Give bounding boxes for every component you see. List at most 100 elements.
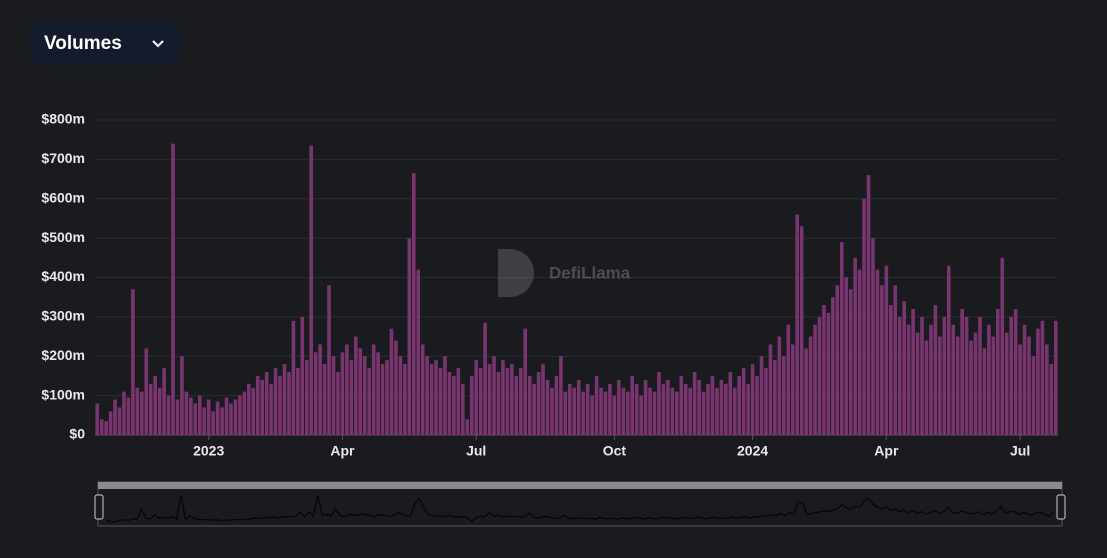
bar — [420, 344, 425, 435]
brush-handle-left[interactable] — [94, 494, 104, 520]
bar — [576, 379, 581, 435]
bar — [764, 368, 768, 435]
bar — [229, 403, 233, 435]
bar — [719, 379, 724, 435]
bar — [675, 391, 679, 435]
bar — [817, 316, 822, 435]
bar — [889, 305, 893, 435]
bar — [884, 265, 889, 435]
bar — [197, 395, 202, 435]
brush-handle-right[interactable] — [1056, 494, 1066, 520]
bar — [603, 391, 608, 435]
metric-selector[interactable]: Volumes — [29, 21, 180, 65]
bar — [773, 360, 777, 435]
bar — [211, 411, 215, 435]
bar — [336, 372, 340, 435]
bar — [273, 368, 278, 435]
y-tick-label: $500m — [41, 229, 85, 245]
bar — [666, 379, 670, 435]
selector-label: Volumes — [44, 33, 122, 54]
bar — [875, 269, 880, 435]
bar — [996, 309, 1000, 435]
bar — [95, 403, 100, 435]
bar — [189, 397, 193, 435]
bar — [572, 387, 577, 435]
plot: $0 $100m $200m $300m $400m $500m $600m $700m $80… — [41, 111, 1058, 523]
bar — [657, 372, 661, 435]
bar — [385, 360, 389, 435]
bar — [625, 391, 630, 435]
bar — [148, 383, 153, 435]
bar — [376, 352, 380, 435]
bar — [804, 348, 808, 435]
bar — [1031, 356, 1036, 435]
bar — [278, 375, 282, 435]
bar — [897, 316, 902, 435]
bar — [345, 344, 349, 435]
bar — [955, 336, 960, 435]
bar — [425, 356, 429, 435]
bar — [621, 387, 626, 435]
bar — [1036, 328, 1040, 435]
bar — [416, 269, 421, 435]
brush-handle-bar[interactable] — [98, 482, 1062, 489]
bar — [750, 364, 755, 435]
bar — [585, 383, 590, 435]
bar — [304, 360, 309, 435]
x-tick-label: Jul — [466, 443, 486, 459]
bar — [242, 391, 247, 435]
bar — [215, 401, 220, 435]
bar — [122, 391, 126, 435]
y-tick-label: $400m — [41, 268, 85, 284]
bar — [269, 383, 273, 435]
bar — [701, 391, 706, 435]
bar — [496, 372, 501, 435]
bar — [670, 387, 675, 435]
bar — [969, 340, 973, 435]
bar — [737, 375, 742, 435]
bar — [411, 173, 416, 435]
bar — [131, 289, 135, 435]
bar — [175, 399, 180, 435]
bar — [505, 368, 510, 435]
bar — [340, 352, 345, 435]
bar — [550, 387, 554, 435]
bar — [180, 356, 184, 435]
bar — [799, 226, 804, 435]
bar — [247, 383, 251, 435]
bar — [710, 375, 715, 435]
bar — [706, 383, 710, 435]
bar — [452, 375, 456, 435]
bar — [826, 312, 831, 435]
bar — [964, 316, 969, 435]
bar — [171, 143, 175, 435]
bar — [946, 265, 951, 435]
bar — [724, 383, 728, 435]
bar — [715, 387, 719, 435]
bar — [822, 305, 826, 435]
bar — [349, 360, 354, 435]
bar — [844, 277, 849, 435]
bar — [202, 407, 207, 435]
bar — [135, 387, 140, 435]
x-tick-label: Jul — [1010, 443, 1030, 459]
bar — [518, 368, 523, 435]
bar — [478, 368, 483, 435]
bar — [380, 364, 385, 435]
bar — [920, 316, 924, 435]
y-tick-label: $100m — [41, 386, 85, 402]
bar — [991, 336, 996, 435]
y-tick-label: $0 — [69, 426, 85, 442]
bar — [309, 145, 314, 435]
bar — [1040, 320, 1045, 435]
bar — [532, 383, 536, 435]
bar — [296, 368, 300, 435]
bar — [193, 403, 198, 435]
bar — [300, 316, 305, 435]
bar — [768, 344, 773, 435]
bar — [679, 375, 684, 435]
bar — [933, 305, 938, 435]
bar — [206, 399, 211, 435]
